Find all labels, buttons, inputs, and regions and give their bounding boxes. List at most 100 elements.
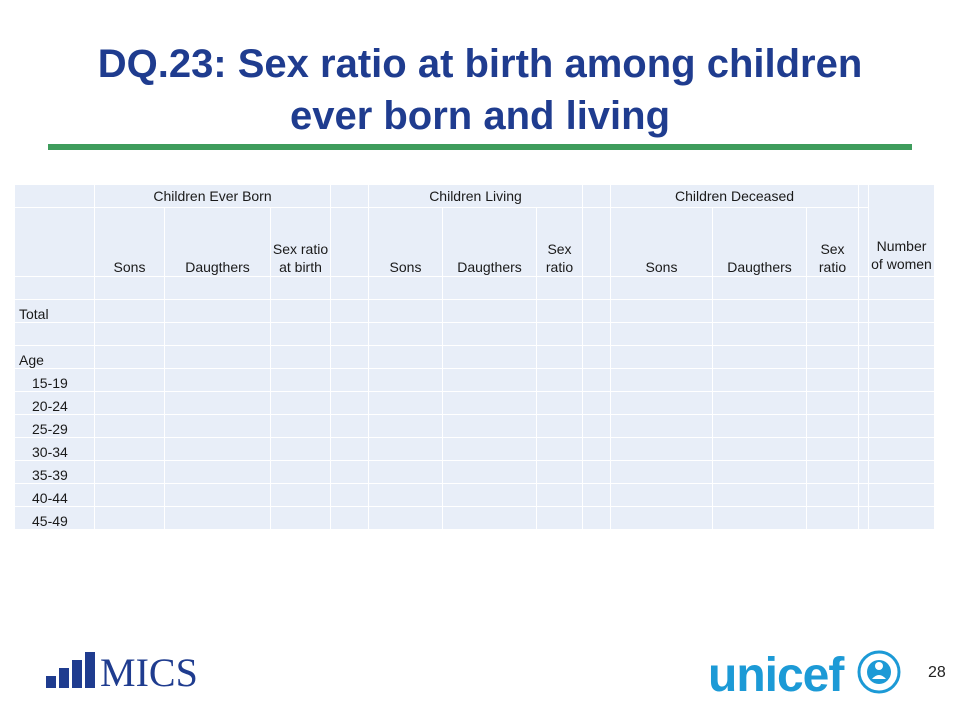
row-label: 15-19 — [14, 368, 95, 392]
table-cell — [582, 368, 611, 392]
table-cell — [368, 414, 443, 438]
table-cell — [712, 414, 807, 438]
table-cell — [712, 437, 807, 461]
table-cell — [536, 345, 583, 369]
subheader-daughters: Daugthers — [712, 207, 807, 277]
header-number-of-women: Number of women — [868, 184, 935, 277]
subheader-sons: Sons — [368, 207, 443, 277]
row-label: 25-29 — [14, 414, 95, 438]
table-cell — [610, 391, 713, 415]
table-cell — [330, 506, 369, 530]
table-cell — [858, 506, 869, 530]
table-cell — [368, 322, 443, 346]
mics-bars-icon: MICS — [46, 650, 198, 695]
table-cell — [858, 322, 869, 346]
table-cell — [270, 368, 331, 392]
table-cell — [806, 506, 859, 530]
table-cell — [610, 368, 713, 392]
table-cell — [368, 506, 443, 530]
table-cell — [270, 506, 331, 530]
table-cell — [330, 276, 369, 300]
table-cell — [582, 299, 611, 323]
table-row-age: 30-34 — [14, 437, 935, 461]
table-row-total: Total — [14, 299, 935, 323]
table-cell — [94, 299, 165, 323]
table-cell — [330, 460, 369, 484]
table-cell — [858, 483, 869, 507]
table-cell — [806, 483, 859, 507]
table-cell — [270, 414, 331, 438]
table-cell — [368, 483, 443, 507]
header-spacer — [582, 184, 611, 208]
table-cell — [868, 460, 935, 484]
table-cell — [868, 414, 935, 438]
table-cell — [868, 322, 935, 346]
table-cell — [582, 437, 611, 461]
table-cell — [806, 460, 859, 484]
table-cell — [858, 345, 869, 369]
table-cell — [270, 460, 331, 484]
table-cell — [270, 437, 331, 461]
table-cell — [442, 506, 537, 530]
table-cell — [270, 483, 331, 507]
table-cell — [330, 414, 369, 438]
table-cell — [858, 299, 869, 323]
table-cell — [270, 345, 331, 369]
table-cell — [94, 391, 165, 415]
page-number: 28 — [928, 664, 946, 681]
table-cell — [858, 437, 869, 461]
table-cell — [368, 437, 443, 461]
table-row-age: 25-29 — [14, 414, 935, 438]
table-cell — [858, 276, 869, 300]
table-cell — [164, 506, 271, 530]
table-cell — [582, 460, 611, 484]
table-cell — [442, 299, 537, 323]
table-cell — [442, 368, 537, 392]
row-label: Age — [14, 345, 95, 369]
table-cell — [858, 368, 869, 392]
table-cell — [712, 345, 807, 369]
table-cell — [94, 322, 165, 346]
table-cell — [582, 345, 611, 369]
table-cell — [330, 345, 369, 369]
sex-ratio-table: Children Ever Born Children Living Child… — [14, 184, 935, 530]
table-cell — [368, 299, 443, 323]
table-cell — [536, 414, 583, 438]
table-cell — [610, 460, 713, 484]
table-cell — [94, 276, 165, 300]
table-cell — [94, 460, 165, 484]
table-cell — [806, 368, 859, 392]
table-cell — [806, 437, 859, 461]
mics-logo: MICS — [46, 650, 228, 699]
table-cell — [712, 506, 807, 530]
row-label: 30-34 — [14, 437, 95, 461]
table-cell — [858, 460, 869, 484]
header-blank — [14, 207, 95, 277]
table-row-age: 20-24 — [14, 391, 935, 415]
table-cell — [164, 391, 271, 415]
subheader-sex-ratio-at-birth: Sex ratio at birth — [270, 207, 331, 277]
table-cell — [368, 391, 443, 415]
table-cell — [712, 368, 807, 392]
table-cell — [94, 483, 165, 507]
table-cell — [868, 345, 935, 369]
group-header-living: Children Living — [368, 184, 583, 208]
table-cell — [536, 437, 583, 461]
table-row-age: 15-19 — [14, 368, 935, 392]
table-cell — [582, 322, 611, 346]
table-cell — [712, 391, 807, 415]
table-cell — [442, 276, 537, 300]
table-cell — [610, 322, 713, 346]
table-cell — [442, 483, 537, 507]
title-underline — [48, 144, 912, 150]
table-cell — [868, 506, 935, 530]
subheader-sons: Sons — [94, 207, 165, 277]
table-cell — [94, 506, 165, 530]
table-cell — [442, 460, 537, 484]
table-cell — [582, 414, 611, 438]
table-cell — [610, 414, 713, 438]
table-cell — [582, 391, 611, 415]
table-body: Total Age 15-19 20-24 25-29 30-34 35-39 40-44 45… — [14, 276, 935, 530]
table-cell — [94, 414, 165, 438]
table-row-blank — [14, 276, 935, 300]
